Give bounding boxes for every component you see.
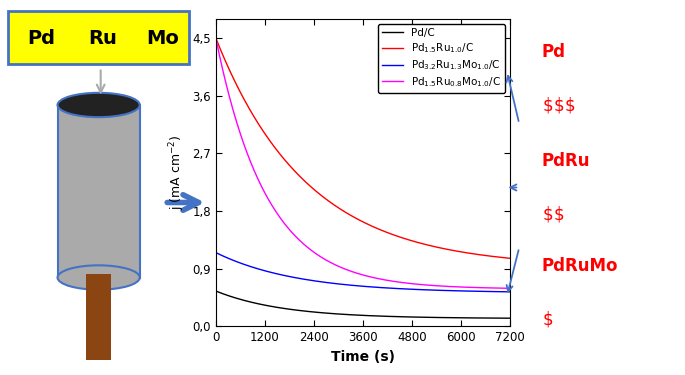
Pd/C (403, 315, 412, 319)
Pd$_{1.5}$Ru$_{1.0}$/C (432, 244, 440, 249)
Pd$_{1.5}$Ru$_{0.8}$Mo$_{1.0}$/C (324, 259, 332, 264)
Ellipse shape (58, 93, 140, 117)
Line: Pd/C: Pd/C (216, 291, 510, 318)
Pd$_{1.5}$Ru$_{0.8}$Mo$_{1.0}$/C (212, 36, 220, 40)
Pd$_{3.2}$Ru$_{1.3}$Mo$_{1.0}$/C (388, 286, 397, 291)
Pd$_{3.2}$Ru$_{1.3}$Mo$_{1.0}$/C (324, 280, 332, 285)
Pd$_{3.2}$Ru$_{1.3}$Mo$_{1.0}$/C (506, 290, 514, 294)
Y-axis label: j (mA cm$^{-2}$): j (mA cm$^{-2}$) (167, 135, 186, 210)
Pd$_{1.5}$Ru$_{1.0}$/C (265, 138, 273, 142)
Pd/C (454, 315, 462, 320)
Text: PdRu: PdRu (542, 152, 590, 170)
Text: $\$\$$: $\$\$$ (542, 204, 564, 224)
Text: Ru: Ru (88, 29, 117, 48)
FancyBboxPatch shape (58, 105, 140, 278)
Pd$_{1.5}$Ru$_{0.8}$Mo$_{1.0}$/C (454, 285, 462, 289)
Pd$_{3.2}$Ru$_{1.3}$Mo$_{1.0}$/C (265, 270, 273, 274)
Pd/C (388, 314, 397, 319)
FancyBboxPatch shape (86, 274, 111, 360)
Pd/C (432, 315, 440, 320)
Pd$_{3.2}$Ru$_{1.3}$Mo$_{1.0}$/C (212, 251, 220, 255)
Text: Mo: Mo (146, 29, 179, 48)
X-axis label: Time (s): Time (s) (331, 350, 395, 364)
Pd$_{1.5}$Ru$_{1.0}$/C (506, 256, 514, 261)
FancyBboxPatch shape (8, 11, 189, 64)
Pd$_{3.2}$Ru$_{1.3}$Mo$_{1.0}$/C (432, 288, 440, 292)
Pd$_{1.5}$Ru$_{1.0}$/C (388, 232, 397, 237)
Pd/C (212, 289, 220, 293)
Line: Pd$_{1.5}$Ru$_{0.8}$Mo$_{1.0}$/C: Pd$_{1.5}$Ru$_{0.8}$Mo$_{1.0}$/C (216, 38, 510, 288)
Text: $\$\$\$$: $\$\$\$$ (542, 95, 575, 115)
Pd$_{1.5}$Ru$_{0.8}$Mo$_{1.0}$/C (388, 279, 397, 284)
Pd$_{1.5}$Ru$_{0.8}$Mo$_{1.0}$/C (432, 284, 440, 288)
Legend: Pd/C, Pd$_{1.5}$Ru$_{1.0}$/C, Pd$_{3.2}$Ru$_{1.3}$Mo$_{1.0}$/C, Pd$_{1.5}$Ru$_{0: Pd/C, Pd$_{1.5}$Ru$_{1.0}$/C, Pd$_{3.2}$… (377, 24, 505, 93)
Line: Pd$_{1.5}$Ru$_{1.0}$/C: Pd$_{1.5}$Ru$_{1.0}$/C (216, 38, 510, 258)
Line: Pd$_{3.2}$Ru$_{1.3}$Mo$_{1.0}$/C: Pd$_{3.2}$Ru$_{1.3}$Mo$_{1.0}$/C (216, 253, 510, 292)
Pd$_{1.5}$Ru$_{1.0}$/C (324, 198, 332, 203)
Text: PdRuMo: PdRuMo (542, 257, 619, 275)
Pd$_{3.2}$Ru$_{1.3}$Mo$_{1.0}$/C (454, 289, 462, 293)
Text: $\$$: $\$$ (542, 309, 553, 329)
Pd/C (265, 304, 273, 308)
Pd$_{1.5}$Ru$_{1.0}$/C (403, 237, 412, 242)
Text: Pd: Pd (27, 29, 55, 48)
Pd$_{1.5}$Ru$_{0.8}$Mo$_{1.0}$/C (265, 199, 273, 203)
Pd$_{1.5}$Ru$_{1.0}$/C (454, 249, 462, 254)
Pd$_{3.2}$Ru$_{1.3}$Mo$_{1.0}$/C (403, 287, 412, 291)
Pd$_{1.5}$Ru$_{0.8}$Mo$_{1.0}$/C (403, 281, 412, 285)
Pd$_{1.5}$Ru$_{1.0}$/C (212, 36, 220, 40)
Text: Pd: Pd (542, 44, 566, 62)
Ellipse shape (58, 266, 140, 290)
Pd$_{1.5}$Ru$_{0.8}$Mo$_{1.0}$/C (506, 286, 514, 291)
Pd/C (506, 316, 514, 321)
Pd/C (324, 311, 332, 315)
